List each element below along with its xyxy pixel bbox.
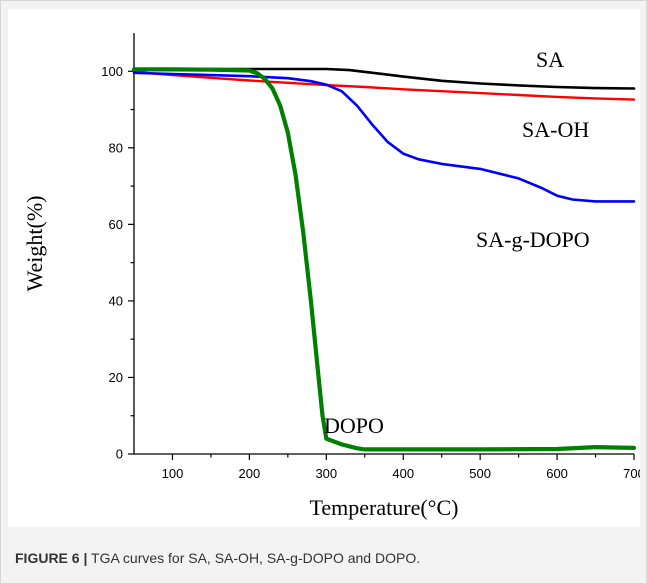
y-tick-label: 100	[101, 64, 123, 79]
tga-chart: 100 200 300 400 500 600 700 0 20 40 60 80 100 SA SA-O…	[22, 33, 640, 520]
series-line-sa-g-dopo	[132, 71, 636, 203]
x-tick-label: 700	[623, 466, 640, 481]
y-axis-title: Weight(%)	[22, 196, 47, 292]
x-tick-label: 200	[239, 466, 261, 481]
series-label-sa: SA	[536, 47, 564, 72]
axes	[133, 33, 634, 455]
series-line-dopo	[131, 67, 637, 452]
x-tick-label: 600	[546, 466, 568, 481]
x-tick-label: 400	[392, 466, 414, 481]
figure-caption: FIGURE 6 | TGA curves for SA, SA-OH, SA-…	[15, 550, 420, 566]
x-tick-label: 300	[315, 466, 337, 481]
series-label-dopo: DOPO	[324, 413, 384, 438]
figure-label: FIGURE 6 |	[15, 550, 88, 566]
caption-text: TGA curves for SA, SA-OH, SA-g-DOPO and …	[87, 550, 421, 566]
y-tick-label: 80	[109, 140, 123, 155]
x-tick-label: 100	[162, 466, 184, 481]
series-label-sa-oh: SA-OH	[522, 117, 589, 142]
y-tick-label: 20	[109, 370, 123, 385]
series-lines	[131, 67, 637, 452]
series-line-sa-oh	[132, 70, 636, 101]
series-labels: SA SA-OH SA-g-DOPO DOPO	[324, 47, 590, 438]
ticks: 100 200 300 400 500 600 700 0 20 40 60 80 100	[101, 64, 640, 481]
x-tick-label: 500	[469, 466, 491, 481]
y-tick-label: 60	[109, 217, 123, 232]
plot-panel: 100 200 300 400 500 600 700 0 20 40 60 80 100 SA SA-O…	[8, 9, 640, 527]
x-axis-title: Temperature(°C)	[310, 495, 459, 520]
y-tick-label: 40	[109, 293, 123, 308]
y-tick-label: 0	[116, 447, 123, 462]
series-label-sa-g-dopo: SA-g-DOPO	[476, 227, 590, 252]
